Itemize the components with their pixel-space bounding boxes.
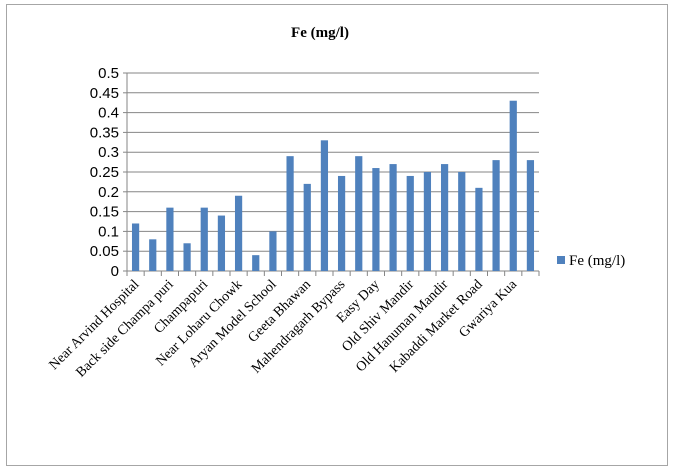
y-axis: 0 0.05 0.1 0.15 0.2 0.25 0.3 0.35 0.4 0.45 0.5 [90,65,128,280]
y-tick-label: 0.5 [98,65,119,82]
bar [526,160,535,271]
bar [372,168,380,271]
y-tick-label: 0.15 [90,204,119,221]
y-tick-label: 0.25 [90,164,119,181]
bar [458,172,466,271]
bar [389,164,397,271]
bar [492,160,500,271]
bar [406,175,414,271]
bar [149,239,157,271]
bar [217,215,226,271]
bar [475,187,483,271]
bar [183,243,191,271]
bar [234,195,243,271]
bar-chart: Fe (mg/l) 00.050.10.150.20.250.30.350.40… [47,25,626,380]
y-tick-label: 0.05 [90,243,119,260]
legend-swatch [557,256,565,264]
y-tick-label: 0.2 [98,184,119,201]
bar [200,207,208,271]
legend-label: Fe (mg/l) [569,253,625,269]
grid-lines [127,72,539,272]
y-tick-label: 0.35 [90,124,119,141]
y-tick-label: 0.1 [98,223,119,240]
bar [320,140,329,271]
bar [440,164,449,271]
legend: Fe (mg/l) [557,253,625,269]
bar [303,183,311,271]
bar [355,156,363,271]
bar [509,100,517,271]
y-tick-label: 0.3 [98,144,119,161]
chart-title: Fe (mg/l) [291,25,349,41]
y-tick-label: 0.45 [90,85,119,102]
chart-frame: Fe (mg/l) 0 0.05 0.1 0.15 0.2 0.25 0.3 0.35 0.4 0… [6,4,668,466]
bar [131,223,140,271]
bar [423,172,432,271]
bar [286,156,294,271]
bar [166,207,174,271]
bar [269,231,277,271]
bar [252,255,260,271]
y-tick-label: 0 [111,263,119,280]
bars [131,100,535,271]
y-tick-label: 0.4 [98,105,119,122]
bar [337,175,346,271]
